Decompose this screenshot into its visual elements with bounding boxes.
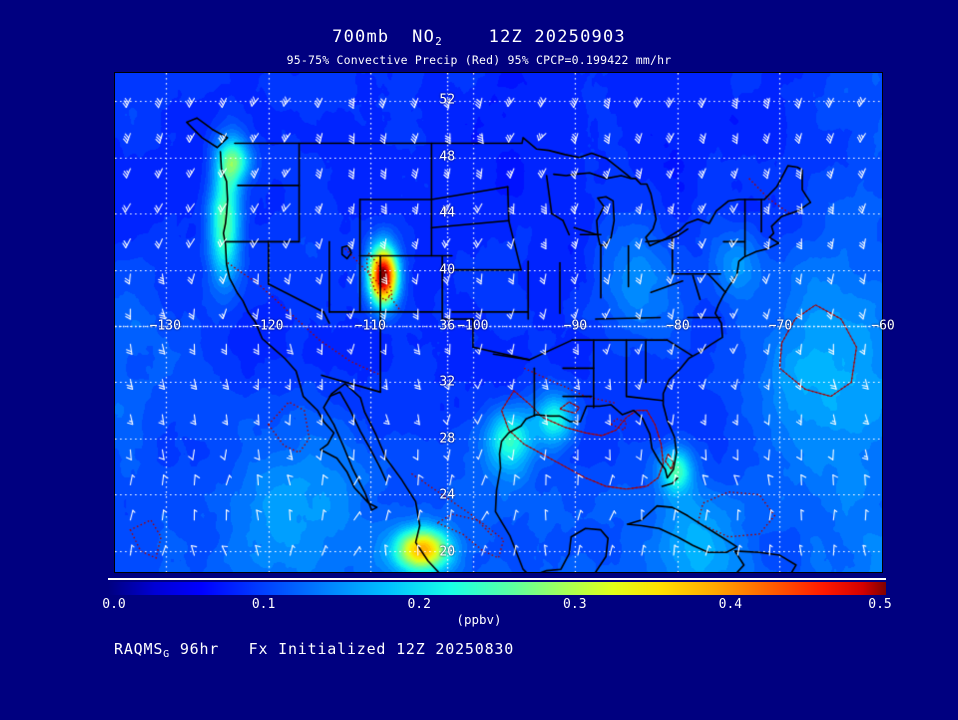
title-main-text: 700mb NO xyxy=(332,27,436,47)
colorbar-units-label: (ppbv) xyxy=(456,612,502,627)
model-run-footer: RAQMSG 96hr Fx Initialized 12Z 20250830 xyxy=(114,640,514,660)
footer-model-name: RAQMS xyxy=(114,640,164,658)
colorbar-top-rule xyxy=(108,578,886,580)
map-overlay-geography-wind-precip xyxy=(115,73,882,572)
page-title: 700mb NO2 12Z 20250903 xyxy=(0,27,958,48)
colorbar-tick-0-4: 0.4 xyxy=(718,597,743,612)
colorbar: 0.0 0.1 0.2 0.3 0.4 0.5 xyxy=(102,578,892,612)
title-valid-time: 12Z 20250903 xyxy=(442,27,626,47)
colorbar-tick-0-5: 0.5 xyxy=(868,597,892,612)
colorbar-tick-0-2: 0.2 xyxy=(407,597,431,612)
title-species-subscript: 2 xyxy=(435,35,443,48)
colorbar-tick-0-0: 0.0 xyxy=(102,597,126,612)
colorbar-gradient xyxy=(108,582,886,595)
footer-run-info: 96hr Fx Initialized 12Z 20250830 xyxy=(169,640,515,658)
colorbar-tick-0-1: 0.1 xyxy=(251,597,276,612)
page-subtitle: 95-75% Convective Precip (Red) 95% CPCP=… xyxy=(286,53,672,67)
colorbar-tick-0-3: 0.3 xyxy=(563,597,587,612)
map-plot-area xyxy=(114,72,883,573)
footer-model-subscript: G xyxy=(163,649,170,660)
